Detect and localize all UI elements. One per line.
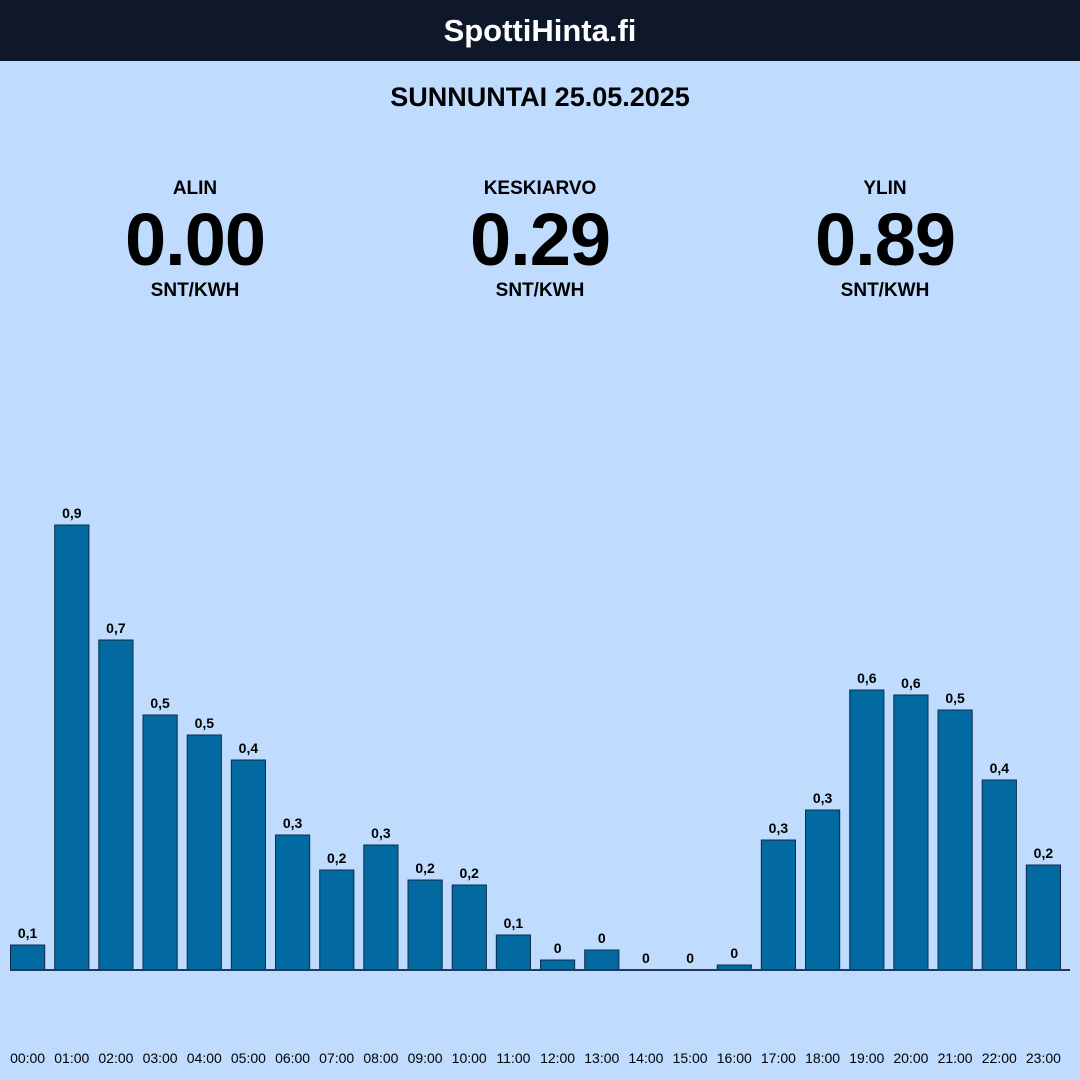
- x-tick-label: 08:00: [363, 1050, 398, 1066]
- bar-value-label: 0,7: [106, 620, 126, 636]
- bar-1900: [849, 689, 885, 971]
- x-tick-label: 22:00: [982, 1050, 1017, 1066]
- bar-0200: [98, 639, 134, 971]
- bar-0600: [275, 834, 311, 971]
- stat-min-value: 0.00: [124, 198, 266, 281]
- bar-0500: [230, 759, 267, 971]
- bar-2100: [937, 709, 973, 971]
- x-tick-label: 13:00: [584, 1050, 619, 1066]
- bar-value-label: 0: [554, 940, 562, 956]
- stat-min-label: ALIN: [172, 178, 218, 199]
- x-tick-label: 02:00: [98, 1050, 133, 1066]
- stat-avg: KESKIARVO 0.29 SNT/KWH: [390, 176, 690, 304]
- site-header: SpottiHinta.fi: [0, 0, 1080, 61]
- bar-value-label: 0,2: [459, 865, 479, 881]
- bar-value-label: 0,2: [415, 860, 435, 876]
- bar-0300: [142, 714, 178, 971]
- bar-value-label: 0,6: [901, 675, 921, 691]
- x-tick-label: 06:00: [275, 1050, 310, 1066]
- bar-value-label: 0,5: [195, 715, 215, 731]
- value-labels-group: 0,1 0,9 0,7 0,5 0,5 0,4 0,3 0,2 0,3 0,2 0,2 0,1 0 0 0 0…: [18, 505, 1053, 966]
- x-tick-label: 20:00: [893, 1050, 928, 1066]
- bar-0400: [186, 734, 222, 971]
- bar-0100: [54, 524, 90, 971]
- stat-avg-unit: SNT/KWH: [495, 280, 585, 301]
- bar-value-label: 0,2: [1034, 845, 1054, 861]
- stat-min-unit: SNT/KWH: [150, 280, 240, 301]
- bar-value-label: 0,3: [769, 820, 789, 836]
- x-tick-label: 10:00: [452, 1050, 487, 1066]
- bar-0000: [10, 944, 46, 971]
- bar-value-label: 0,3: [813, 790, 833, 806]
- stat-avg-value: 0.29: [469, 198, 611, 281]
- x-tick-label: 04:00: [187, 1050, 222, 1066]
- bar-0800: [363, 844, 399, 971]
- x-tick-label: 09:00: [408, 1050, 443, 1066]
- x-tick-label: 05:00: [231, 1050, 266, 1066]
- x-tick-label: 03:00: [143, 1050, 178, 1066]
- bar-1800: [805, 809, 841, 971]
- x-tick-label: 18:00: [805, 1050, 840, 1066]
- bar-value-label: 0: [686, 950, 694, 966]
- bar-1200: [540, 959, 576, 971]
- x-tick-label: 07:00: [319, 1050, 354, 1066]
- bar-value-label: 0: [730, 945, 738, 961]
- stat-avg-label: KESKIARVO: [483, 178, 597, 199]
- x-tick-label: 15:00: [673, 1050, 708, 1066]
- x-axis-labels-group: 00:00 01:00 02:00 03:00 04:00 05:00 06:00 07:00…: [10, 1050, 1061, 1066]
- bar-value-label: 0,5: [150, 695, 170, 711]
- bar-2200: [981, 779, 1017, 971]
- bar-value-label: 0: [598, 930, 606, 946]
- bar-value-label: 0,1: [504, 915, 524, 931]
- bar-value-label: 0: [642, 950, 650, 966]
- bar-1700: [760, 839, 796, 971]
- bar-0900: [407, 879, 443, 971]
- bar-value-label: 0,9: [62, 505, 82, 521]
- bar-value-label: 0,1: [18, 925, 38, 941]
- stat-max-label: YLIN: [863, 178, 907, 199]
- bars-group: [10, 524, 1062, 971]
- x-tick-label: 12:00: [540, 1050, 575, 1066]
- bar-value-label: 0,3: [371, 825, 391, 841]
- x-tick-label: 17:00: [761, 1050, 796, 1066]
- x-tick-label: 21:00: [938, 1050, 973, 1066]
- bar-1000: [451, 884, 487, 971]
- bar-1300: [584, 949, 620, 971]
- bar-value-label: 0,6: [857, 670, 877, 686]
- bar-value-label: 0,2: [327, 850, 347, 866]
- stat-max-unit: SNT/KWH: [840, 280, 930, 301]
- x-tick-label: 23:00: [1026, 1050, 1061, 1066]
- bar-value-label: 0,5: [945, 690, 965, 706]
- date-title: SUNNUNTAI 25.05.2025: [390, 82, 690, 112]
- bar-0700: [319, 869, 355, 971]
- stat-max: YLIN 0.89 SNT/KWH: [735, 176, 1035, 304]
- bar-value-label: 0,4: [990, 760, 1010, 776]
- bar-value-label: 0,3: [283, 815, 303, 831]
- x-tick-label: 11:00: [496, 1050, 530, 1066]
- x-tick-label: 01:00: [54, 1050, 89, 1066]
- site-title: SpottiHinta.fi: [443, 12, 637, 48]
- stat-min: ALIN 0.00 SNT/KWH: [45, 176, 345, 304]
- x-tick-label: 14:00: [628, 1050, 663, 1066]
- bar-1100: [495, 934, 531, 971]
- bar-value-label: 0,4: [239, 740, 259, 756]
- x-tick-label: 19:00: [849, 1050, 884, 1066]
- stat-max-value: 0.89: [814, 198, 956, 281]
- x-tick-label: 00:00: [10, 1050, 45, 1066]
- bar-2000: [893, 694, 929, 971]
- x-tick-label: 16:00: [717, 1050, 752, 1066]
- bar-2300: [1025, 864, 1062, 971]
